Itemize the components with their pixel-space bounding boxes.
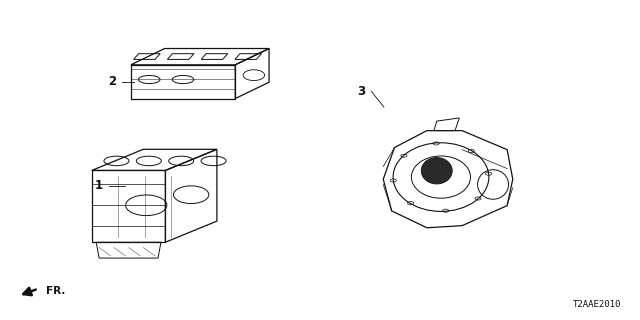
Ellipse shape bbox=[421, 157, 452, 184]
Text: T2AAE2010: T2AAE2010 bbox=[572, 300, 621, 309]
Text: 3: 3 bbox=[358, 85, 365, 98]
Text: 2: 2 bbox=[108, 75, 116, 88]
Text: 1: 1 bbox=[95, 179, 103, 192]
Text: FR.: FR. bbox=[46, 286, 65, 296]
